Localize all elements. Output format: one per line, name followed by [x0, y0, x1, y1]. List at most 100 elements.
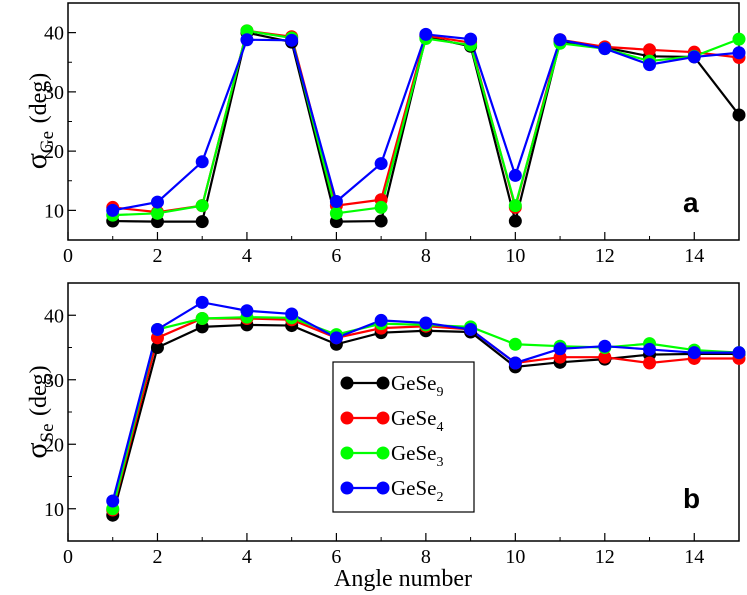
legend-marker-end-gese2 — [376, 481, 390, 495]
panel-a-y-axis-gap — [20, 123, 53, 131]
data-point-gese3 — [508, 199, 522, 213]
data-point-gese2 — [329, 194, 343, 208]
data-point-gese2 — [106, 203, 120, 217]
legend-label-subscript: 2 — [437, 490, 444, 505]
data-point-gese4 — [643, 43, 657, 57]
data-point-gese2 — [240, 304, 254, 318]
panel-b-y-axis-unit: (deg) — [26, 365, 52, 416]
panel-b-y-axis-gap — [20, 416, 53, 424]
x-tick-label: 6 — [331, 546, 341, 568]
panel-a-y-axis-title: σGe (deg) — [20, 73, 58, 169]
data-point-gese2 — [732, 46, 746, 60]
panel-a-y-axis-subscript: Ge — [37, 131, 58, 153]
legend-label-gese2: GeSe2 — [391, 476, 444, 505]
data-point-gese4 — [643, 356, 657, 370]
data-point-gese2 — [150, 195, 164, 209]
data-point-gese2 — [195, 155, 209, 169]
data-point-gese2 — [598, 339, 612, 353]
legend-marker-start-gese4 — [340, 411, 354, 425]
x-tick-label: 10 — [505, 546, 525, 568]
legend-label-subscript: 4 — [437, 420, 444, 435]
panel-b-y-axis-subscript: Se — [37, 423, 58, 442]
data-point-gese3 — [240, 24, 254, 38]
x-tick-label: 2 — [152, 546, 162, 568]
data-point-gese2 — [553, 33, 567, 47]
data-point-gese2 — [643, 58, 657, 72]
x-tick-label: 8 — [421, 245, 431, 267]
data-point-gese2 — [553, 342, 567, 356]
x-tick-label: 10 — [505, 245, 525, 267]
data-point-gese2 — [285, 33, 299, 47]
data-point-gese2 — [687, 346, 701, 360]
data-point-gese9 — [150, 341, 164, 354]
x-tick-label: 12 — [595, 546, 615, 568]
data-point-gese2 — [150, 322, 164, 336]
legend-marker-end-gese4 — [376, 411, 390, 425]
legend-marker-end-gese9 — [376, 376, 390, 390]
y-tick-label: 30 — [44, 82, 64, 104]
panel-b-y-axis-symbol: σ — [20, 442, 53, 458]
data-point-gese2 — [285, 307, 299, 321]
legend-marker-start-gese3 — [340, 446, 354, 460]
data-point-gese2 — [374, 313, 388, 327]
x-tick-label: 0 — [63, 546, 73, 568]
data-point-gese3 — [195, 199, 209, 213]
legend-label-subscript: 3 — [437, 455, 444, 470]
data-point-gese2 — [419, 316, 433, 330]
y-tick-label: 10 — [44, 200, 64, 222]
panel-b-ticks: 0 2 4 6 8 10 12 14 10 20 30 40 — [44, 305, 704, 568]
y-tick-label: 40 — [44, 305, 64, 327]
x-tick-label: 12 — [595, 245, 615, 267]
data-point-gese2 — [464, 322, 478, 336]
y-tick-label: 20 — [44, 434, 64, 456]
data-point-gese3 — [508, 337, 522, 351]
data-point-gese3 — [195, 311, 209, 325]
panel-a: 0 2 4 6 8 10 12 14 10 20 30 40 a σGe (deg) — [20, 2, 746, 267]
y-tick-label: 40 — [44, 23, 64, 45]
x-tick-label: 4 — [242, 245, 252, 267]
legend-marker-end-gese3 — [376, 446, 390, 460]
legend-label-base: GeSe — [391, 406, 437, 430]
legend-label-gese3: GeSe3 — [391, 441, 444, 470]
y-tick-label: 30 — [44, 370, 64, 392]
data-point-gese9 — [374, 214, 388, 228]
panel-a-markers — [106, 24, 746, 229]
x-tick-label: 6 — [331, 245, 341, 267]
data-point-gese9 — [508, 214, 522, 228]
panel-b-markers — [106, 295, 746, 522]
data-point-gese3 — [732, 32, 746, 46]
data-point-gese2 — [240, 33, 254, 47]
legend-label-base: GeSe — [391, 476, 437, 500]
data-point-gese2 — [508, 168, 522, 182]
data-point-gese9 — [732, 108, 746, 122]
y-tick-label: 10 — [44, 499, 64, 521]
panel-b-y-axis-title: σSe (deg) — [20, 365, 58, 458]
data-point-gese2 — [419, 27, 433, 41]
x-tick-label: 14 — [684, 546, 704, 568]
panel-a-label: a — [683, 187, 699, 218]
panel-a-y-axis-unit: (deg) — [26, 73, 52, 124]
legend-marker-start-gese2 — [340, 481, 354, 495]
data-point-gese3 — [150, 206, 164, 220]
legend-label-base: GeSe — [391, 371, 437, 395]
data-point-gese2 — [464, 32, 478, 46]
y-tick-label: 20 — [44, 141, 64, 163]
data-point-gese4 — [598, 350, 612, 364]
data-point-gese2 — [598, 42, 612, 56]
data-point-gese2 — [687, 50, 701, 64]
data-point-gese9 — [195, 215, 209, 229]
data-point-gese2 — [195, 295, 209, 309]
x-tick-label: 14 — [684, 245, 704, 267]
data-point-gese2 — [106, 494, 120, 508]
x-tick-label: 4 — [242, 546, 252, 568]
data-point-gese3 — [329, 206, 343, 220]
x-tick-label: 0 — [63, 245, 73, 267]
legend-label-gese4: GeSe4 — [391, 406, 444, 435]
legend-label-gese9: GeSe9 — [391, 371, 444, 400]
data-point-gese2 — [329, 331, 343, 345]
data-point-gese3 — [374, 200, 388, 214]
legend-label-base: GeSe — [391, 441, 437, 465]
panel-b: 0 2 4 6 8 10 12 14 10 20 30 40 b σSe (deg) — [20, 282, 746, 568]
data-point-gese2 — [732, 346, 746, 360]
